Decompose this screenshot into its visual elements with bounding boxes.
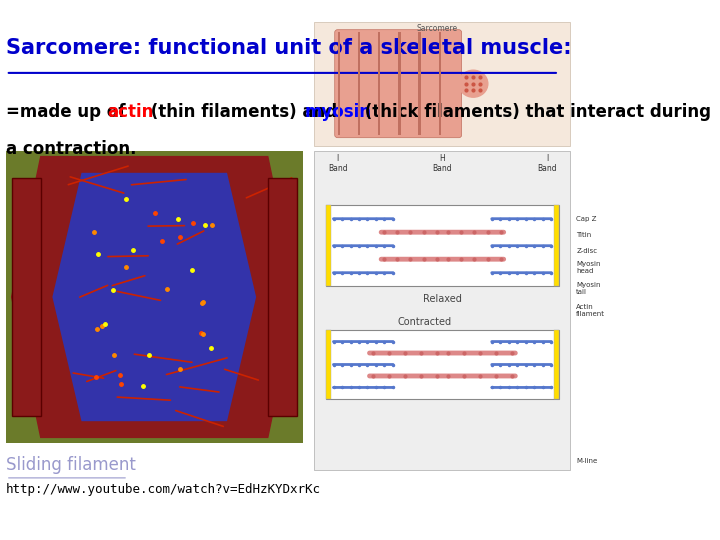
FancyBboxPatch shape — [554, 330, 559, 399]
Text: Z-disc: Z-disc — [576, 248, 598, 254]
Text: http://www.youtube.com/watch?v=EdHzKYDxrKc: http://www.youtube.com/watch?v=EdHzKYDxr… — [6, 483, 321, 496]
FancyBboxPatch shape — [12, 178, 41, 416]
FancyBboxPatch shape — [326, 205, 330, 286]
Text: H
Band: H Band — [433, 154, 452, 173]
Text: Cap Z: Cap Z — [576, 215, 597, 222]
Text: I
Band: I Band — [328, 154, 348, 173]
Text: Sliding filament: Sliding filament — [6, 456, 135, 474]
Text: myosin: myosin — [305, 103, 372, 120]
Text: Contracted: Contracted — [398, 318, 452, 327]
Text: Sarcomere: Sarcomere — [416, 24, 457, 33]
Text: (thin filaments) and: (thin filaments) and — [145, 103, 343, 120]
FancyBboxPatch shape — [378, 32, 380, 135]
Text: Sarcomere: functional unit of a skeletal muscle:: Sarcomere: functional unit of a skeletal… — [6, 38, 572, 58]
Text: Actin
filament: Actin filament — [576, 304, 606, 317]
Polygon shape — [53, 173, 256, 421]
FancyBboxPatch shape — [418, 32, 420, 135]
Text: I
Band: I Band — [537, 154, 557, 173]
Text: Myosin
tail: Myosin tail — [576, 282, 600, 295]
Text: Relaxed: Relaxed — [423, 294, 462, 305]
FancyBboxPatch shape — [268, 178, 297, 416]
Text: =made up of: =made up of — [6, 103, 131, 120]
FancyBboxPatch shape — [358, 32, 360, 135]
Polygon shape — [12, 157, 297, 437]
Text: M-line: M-line — [576, 458, 598, 464]
FancyBboxPatch shape — [398, 32, 400, 135]
FancyBboxPatch shape — [326, 205, 559, 286]
Text: actin: actin — [107, 103, 153, 120]
Text: a contraction.: a contraction. — [6, 140, 136, 158]
FancyBboxPatch shape — [315, 22, 570, 146]
FancyBboxPatch shape — [315, 151, 570, 470]
FancyBboxPatch shape — [554, 205, 559, 286]
FancyBboxPatch shape — [438, 32, 441, 135]
Text: (thick filaments) that interact during: (thick filaments) that interact during — [359, 103, 711, 120]
FancyBboxPatch shape — [326, 330, 330, 399]
Circle shape — [459, 70, 488, 97]
FancyBboxPatch shape — [326, 330, 559, 399]
FancyBboxPatch shape — [335, 30, 462, 138]
FancyBboxPatch shape — [338, 32, 340, 135]
Text: Titin: Titin — [576, 232, 592, 238]
Text: Myosin
head: Myosin head — [576, 261, 600, 274]
FancyBboxPatch shape — [6, 151, 302, 443]
